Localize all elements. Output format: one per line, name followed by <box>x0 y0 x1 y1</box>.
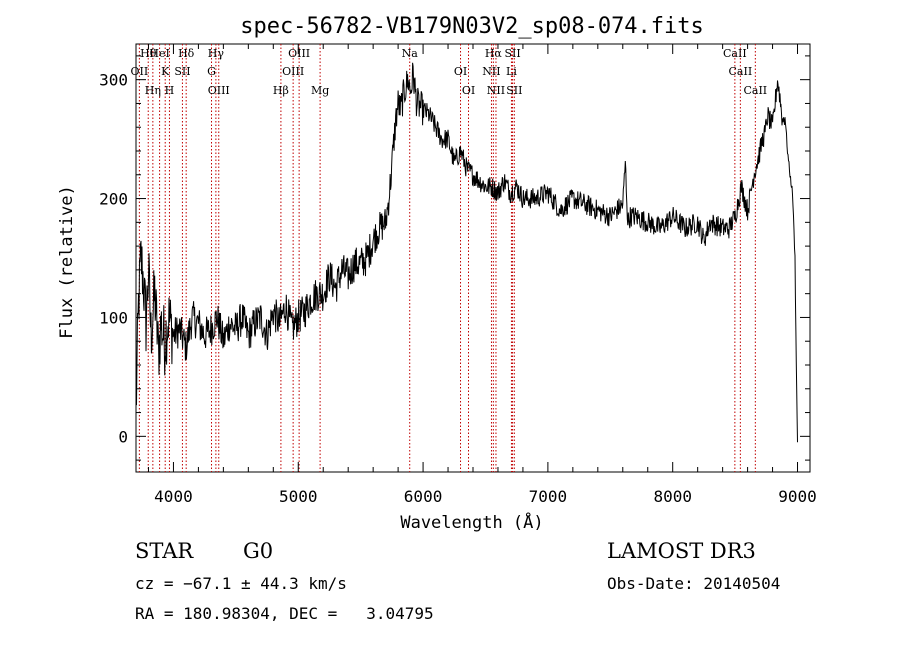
line-label-6: Hδ <box>178 47 195 60</box>
plot-frame <box>135 43 811 473</box>
line-label-3: HeI <box>149 47 169 60</box>
tick-labels: 4000 5000 6000 7000 8000 9000 0 100 200 300 <box>99 71 817 506</box>
x-tick-label-4: 8000 <box>653 487 692 506</box>
x-tick-label-0: 4000 <box>154 487 193 506</box>
line-label-0: Hθ <box>140 47 157 60</box>
line-label-7: SII <box>174 65 190 78</box>
line-label-12: OIII <box>288 47 310 60</box>
line-label-20: NII <box>487 84 505 97</box>
y-axis-label: Flux (relative) <box>57 185 77 339</box>
line-label-5: H <box>165 84 175 97</box>
x-tick-label-2: 6000 <box>404 487 443 506</box>
line-label-1: OII <box>131 65 149 78</box>
survey-name: LAMOST DR3 <box>607 539 756 563</box>
axis-ticks <box>136 44 810 472</box>
line-label-4: K <box>161 65 170 78</box>
line-label-25: CaII <box>729 65 753 78</box>
line-label-17: OI <box>462 84 475 97</box>
object-class: STAR <box>135 539 194 563</box>
line-markers <box>138 44 756 472</box>
obs-date: Obs-Date: 20140504 <box>607 574 781 593</box>
line-label-9: Hγ <box>208 47 225 60</box>
line-labels: Hθ OII Hη HeI KH Hδ SII OIII Hγ G Hβ OIII OIII Mg Na OI… <box>131 47 768 97</box>
x-axis-label: Wavelength (Å) <box>400 511 543 533</box>
line-label-11: Hβ <box>273 84 289 97</box>
line-label-14: Mg <box>311 84 329 97</box>
x-tick-label-5: 9000 <box>778 487 817 506</box>
line-label-21: SII <box>504 47 520 60</box>
line-label-24: CaII <box>723 47 747 60</box>
line-label-23: SII <box>506 84 522 97</box>
line-label-16: OI <box>454 65 467 78</box>
y-tick-label-3: 300 <box>99 71 128 90</box>
x-tick-label-1: 5000 <box>279 487 318 506</box>
chart-title: spec-56782-VB179N03V2_sp08-074.fits <box>240 14 704 39</box>
flux-series-line <box>135 62 798 443</box>
spectral-subclass: G0 <box>243 539 274 563</box>
y-tick-label-1: 100 <box>99 308 128 327</box>
x-tick-label-3: 7000 <box>529 487 568 506</box>
line-label-19: NII <box>482 65 500 78</box>
line-label-10: G <box>207 65 216 78</box>
line-label-13: OIII <box>282 65 304 78</box>
y-tick-label-2: 200 <box>99 190 128 209</box>
y-tick-label-0: 0 <box>118 427 128 446</box>
line-label-8: OIII <box>208 84 230 97</box>
line-label-22: Li <box>506 65 517 78</box>
cz-value: cz = −67.1 ± 44.3 km/s <box>135 574 347 593</box>
line-label-18: Hα <box>485 47 503 60</box>
coordinates: RA = 180.98304, DEC = 3.04795 <box>135 604 434 623</box>
line-label-2: Hη <box>145 84 161 97</box>
line-label-26: CaII <box>743 84 767 97</box>
line-label-15: Na <box>402 47 419 60</box>
